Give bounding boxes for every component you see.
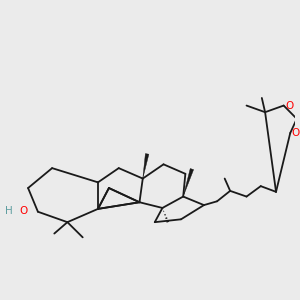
Text: O: O: [20, 206, 28, 216]
Text: H: H: [5, 206, 13, 216]
Text: O: O: [292, 128, 300, 138]
Text: O: O: [285, 100, 293, 110]
Polygon shape: [183, 169, 194, 196]
Polygon shape: [143, 154, 149, 178]
